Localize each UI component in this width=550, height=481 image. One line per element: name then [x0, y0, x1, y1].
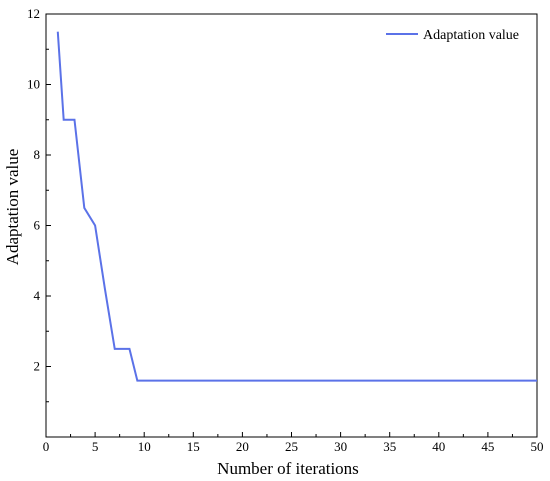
x-tick-label: 50: [531, 439, 544, 454]
y-tick-label: 2: [34, 359, 41, 374]
x-tick-label: 15: [187, 439, 200, 454]
x-tick-label: 40: [432, 439, 445, 454]
x-tick-label: 25: [285, 439, 298, 454]
x-tick-label: 5: [92, 439, 99, 454]
series-line: [56, 31, 537, 382]
x-tick-label: 45: [481, 439, 494, 454]
x-tick-label: 30: [334, 439, 347, 454]
y-tick-label: 8: [34, 147, 41, 162]
legend-label: Adaptation value: [423, 28, 519, 43]
y-tick-label: 4: [34, 288, 41, 303]
y-tick-label: 12: [27, 6, 40, 21]
y-axis-title: Adaptation value: [3, 149, 22, 266]
x-tick-label: 10: [138, 439, 151, 454]
y-tick-label: 10: [27, 77, 40, 92]
x-axis-title: Number of iterations: [217, 459, 359, 478]
x-tick-label: 0: [43, 439, 50, 454]
y-tick-label: 6: [34, 218, 41, 233]
x-tick-label: 20: [236, 439, 249, 454]
plot-frame: [45, 13, 538, 438]
x-tick-label: 35: [383, 439, 396, 454]
